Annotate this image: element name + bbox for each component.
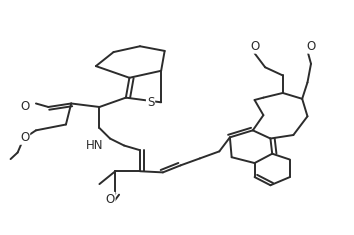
Text: S: S xyxy=(147,96,154,109)
Text: O: O xyxy=(20,131,29,144)
Text: O: O xyxy=(105,193,115,206)
Text: O: O xyxy=(250,40,259,53)
Text: O: O xyxy=(20,101,29,114)
Text: O: O xyxy=(306,40,316,53)
Text: HN: HN xyxy=(85,139,103,152)
